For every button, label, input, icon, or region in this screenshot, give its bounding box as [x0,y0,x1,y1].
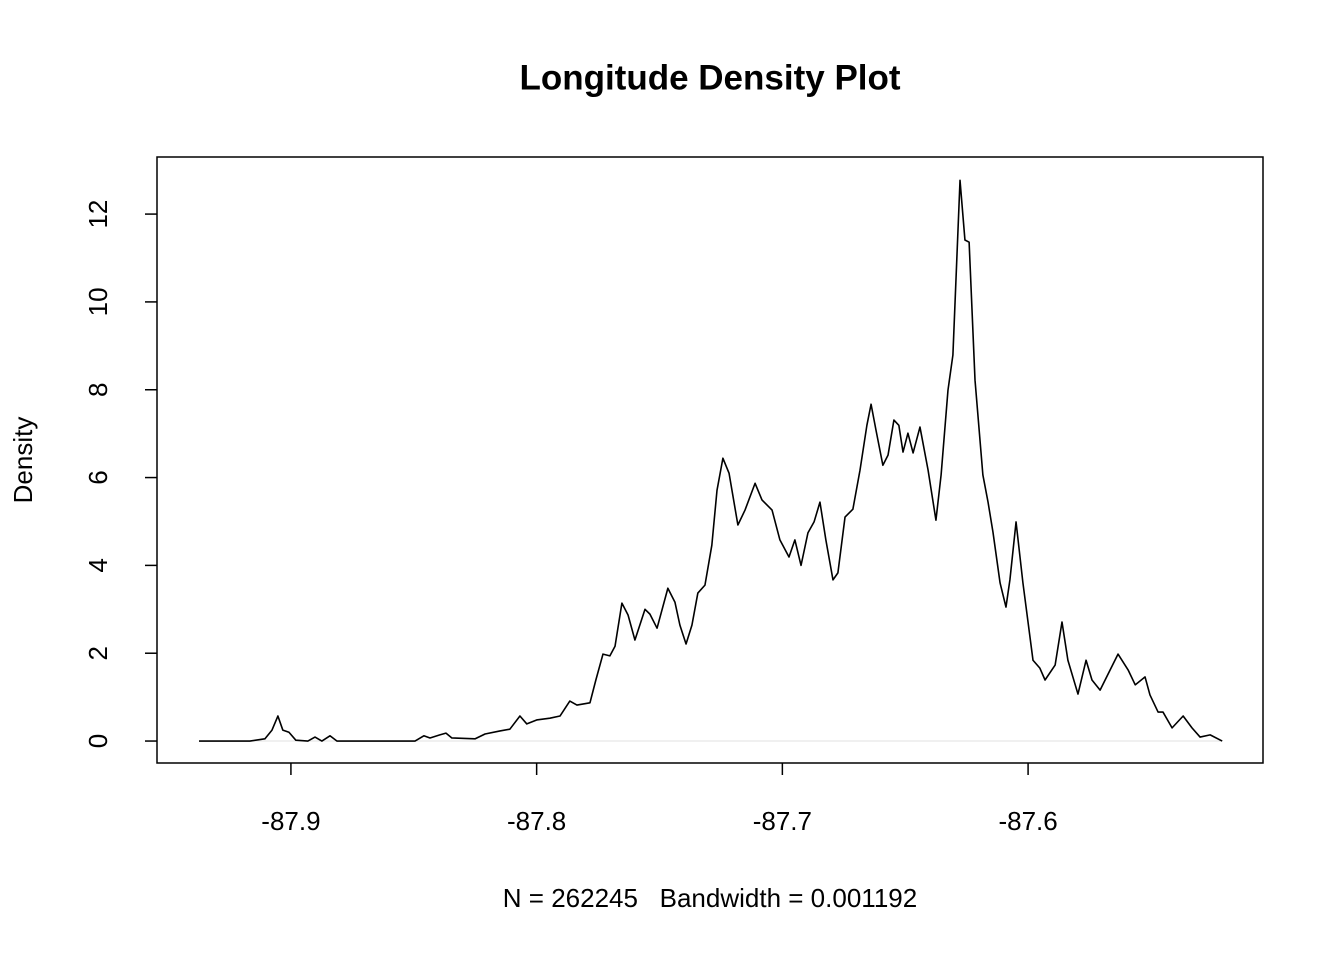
y-tick-label: 8 [83,383,113,397]
y-tick-label: 12 [83,200,113,229]
y-tick-label: 10 [83,287,113,316]
x-tick-label: -87.8 [507,806,566,836]
y-tick-label: 4 [83,558,113,572]
density-line [199,179,1223,742]
y-tick-label: 6 [83,470,113,484]
x-tick-label: -87.7 [753,806,812,836]
y-tick-label: 0 [83,734,113,748]
x-axis-label: N = 262245 Bandwidth = 0.001192 [503,883,917,913]
x-tick-label: -87.6 [998,806,1057,836]
plot-frame [156,156,1264,764]
y-axis-label: Density [8,417,38,504]
x-tick-label: -87.9 [261,806,320,836]
y-tick-label: 2 [83,646,113,660]
chart-title: Longitude Density Plot [519,58,900,97]
